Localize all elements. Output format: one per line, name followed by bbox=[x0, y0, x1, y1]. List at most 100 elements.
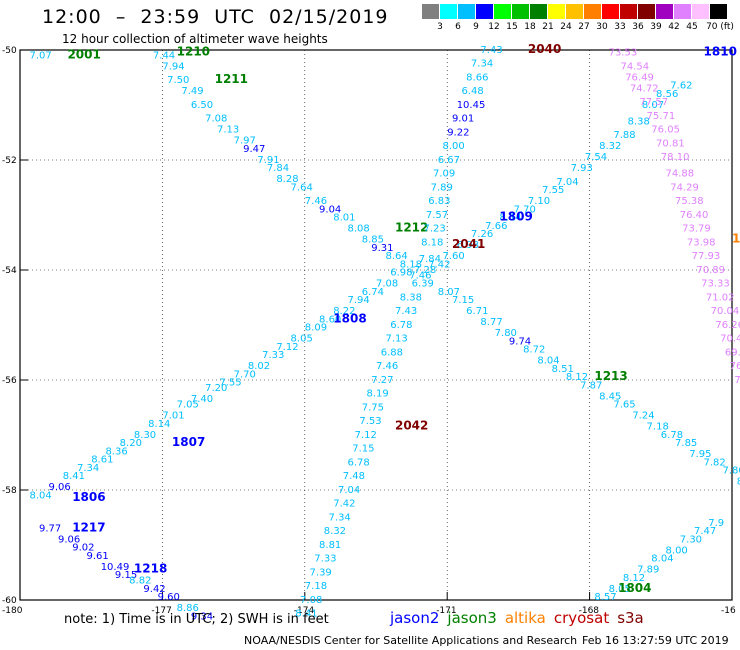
swh-value: 8.04 bbox=[29, 490, 51, 501]
swh-value: 7.65 bbox=[613, 400, 635, 411]
swh-value: 73.79 bbox=[682, 224, 711, 235]
scale-swatch bbox=[566, 4, 583, 19]
swh-value: 7.09 bbox=[433, 169, 455, 180]
swh-value: 8.86 bbox=[177, 603, 199, 614]
swh-value: 8.14 bbox=[499, 213, 521, 224]
scale-swatch bbox=[512, 4, 529, 19]
swh-value: 8.28 bbox=[276, 174, 298, 185]
legend-jason3: jason3 bbox=[447, 609, 497, 627]
swh-value: 7.87 bbox=[580, 380, 602, 391]
swh-value: 70.04 bbox=[711, 306, 740, 317]
scale-swatch bbox=[638, 4, 655, 19]
latitude-label: -54 bbox=[2, 266, 17, 276]
swh-value: 8.41 bbox=[295, 609, 317, 620]
swh-value: 7.62 bbox=[670, 81, 692, 92]
swh-value: 7.07 bbox=[29, 50, 51, 61]
track-time-label: 1217 bbox=[72, 520, 105, 534]
swh-value: 10.49 bbox=[101, 562, 130, 573]
scale-tick-label: 21 bbox=[542, 22, 554, 32]
swh-value: 7.42 bbox=[333, 499, 355, 510]
swh-value: 7.04 bbox=[556, 177, 578, 188]
longitude-label: -180 bbox=[2, 606, 23, 616]
swh-value: 8.05 bbox=[291, 334, 313, 345]
swh-value: 7.53 bbox=[359, 416, 381, 427]
swh-value: 7.30 bbox=[680, 534, 702, 545]
swh-value: 9.74 bbox=[509, 336, 531, 347]
swh-value: 8.85 bbox=[362, 235, 384, 246]
scale-swatch bbox=[440, 4, 457, 19]
swh-value: 9.47 bbox=[243, 144, 265, 155]
swh-value: 76.40 bbox=[680, 210, 709, 221]
swh-value: 7.97 bbox=[234, 136, 256, 147]
swh-value: 9.77 bbox=[39, 523, 61, 534]
swh-value: 8.08 bbox=[348, 224, 370, 235]
latitude-label: -56 bbox=[2, 376, 17, 386]
swh-value: 8.60 bbox=[319, 314, 341, 325]
track-time-label: 2042 bbox=[395, 419, 428, 433]
swh-value: 7.39 bbox=[310, 567, 332, 578]
satellite-legend: jason2 jason3 altika cryosat s3a bbox=[390, 609, 652, 627]
swh-value: 75.71 bbox=[647, 111, 676, 122]
swh-value: 7.08 bbox=[205, 114, 227, 125]
legend-altika: altika bbox=[504, 609, 546, 627]
swh-value: 8.66 bbox=[466, 72, 488, 83]
swh-value: 8.05 bbox=[609, 584, 631, 595]
swh-value: 7.18 bbox=[647, 422, 669, 433]
scale-tick-label: 3 bbox=[437, 22, 443, 32]
swh-value: 73.53 bbox=[609, 48, 638, 59]
swh-value: 73.98 bbox=[687, 237, 716, 248]
swh-value: 7.84 bbox=[419, 254, 441, 265]
swh-value: 7.55 bbox=[219, 378, 241, 389]
swh-value: 8.61 bbox=[91, 455, 113, 466]
swh-value: 7.89 bbox=[637, 565, 659, 576]
swh-value: 8.77 bbox=[480, 317, 502, 328]
swh-value: 7.84 bbox=[267, 163, 289, 174]
swh-value: 7.49 bbox=[181, 86, 203, 97]
track-time-label: 1218 bbox=[134, 562, 167, 576]
swh-value: 75.38 bbox=[675, 196, 704, 207]
swh-value: 78.10 bbox=[661, 152, 690, 163]
swh-value: 7.88 bbox=[613, 130, 635, 141]
swh-value: 70.89 bbox=[696, 265, 725, 276]
scale-tick-label: 33 bbox=[614, 22, 626, 32]
track-time-label: 1808 bbox=[333, 311, 366, 325]
swh-value: 7.13 bbox=[385, 334, 407, 345]
swh-value: 7.34 bbox=[329, 512, 351, 523]
swh-value: 7.10 bbox=[528, 196, 550, 207]
longitude-label: -171 bbox=[436, 606, 456, 616]
swh-value: 74.54 bbox=[620, 61, 649, 72]
swh-value: 73.89 bbox=[734, 375, 740, 386]
scale-tick-label: 27 bbox=[578, 22, 590, 32]
swh-value: 6.67 bbox=[438, 155, 460, 166]
latitude-label: -50 bbox=[2, 46, 17, 56]
swh-value: 9.15 bbox=[115, 570, 137, 581]
track-time-label: 1807 bbox=[172, 435, 205, 449]
scale-swatch bbox=[476, 4, 493, 19]
swh-value: 8.56 bbox=[656, 89, 678, 100]
swh-value: 7.05 bbox=[177, 400, 199, 411]
swh-value: 8.41 bbox=[63, 471, 85, 482]
swh-value: 10.45 bbox=[457, 100, 486, 111]
scale-tick-label: 45 bbox=[686, 22, 698, 32]
scale-tick-label: 15 bbox=[506, 22, 518, 32]
track-time-label: 1810 bbox=[704, 45, 737, 59]
swh-value: 7.91 bbox=[257, 155, 279, 166]
swh-value: 7.40 bbox=[191, 394, 213, 405]
map-subtitle: 12 hour collection of altimeter wave hei… bbox=[62, 32, 328, 46]
longitude-label: -177 bbox=[151, 606, 171, 616]
legend-jason2: jason2 bbox=[390, 609, 440, 627]
swh-value: 8.51 bbox=[552, 364, 574, 375]
swh-value: 7.13 bbox=[217, 125, 239, 136]
swh-value: 6.78 bbox=[390, 320, 412, 331]
swh-value: 7.80 bbox=[723, 466, 740, 477]
track-time-label: 1210 bbox=[177, 45, 210, 59]
swh-value: 9.04 bbox=[319, 204, 341, 215]
swh-value: 8.81 bbox=[319, 540, 341, 551]
scale-swatch bbox=[548, 4, 565, 19]
swh-value: 8.18 bbox=[421, 237, 443, 248]
swh-value: 8.38 bbox=[628, 116, 650, 127]
scale-tick-label: 70 (ft) bbox=[706, 22, 734, 32]
scale-swatch bbox=[656, 4, 673, 19]
track-time-label: 1212 bbox=[395, 221, 428, 235]
